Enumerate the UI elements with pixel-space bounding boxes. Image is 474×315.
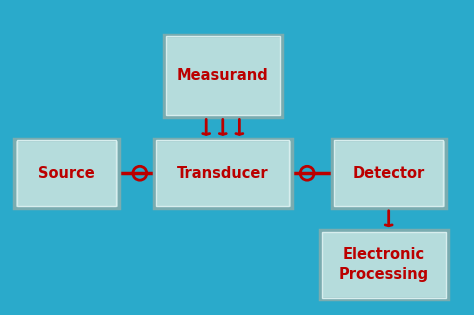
- Text: Detector: Detector: [353, 166, 425, 181]
- FancyBboxPatch shape: [332, 139, 446, 208]
- Text: Transducer: Transducer: [177, 166, 269, 181]
- FancyBboxPatch shape: [14, 139, 118, 208]
- FancyBboxPatch shape: [164, 35, 282, 117]
- FancyBboxPatch shape: [154, 139, 292, 208]
- Text: Electronic
Processing: Electronic Processing: [339, 247, 429, 282]
- FancyBboxPatch shape: [320, 230, 448, 299]
- Text: Measurand: Measurand: [177, 68, 269, 83]
- Text: Source: Source: [38, 166, 95, 181]
